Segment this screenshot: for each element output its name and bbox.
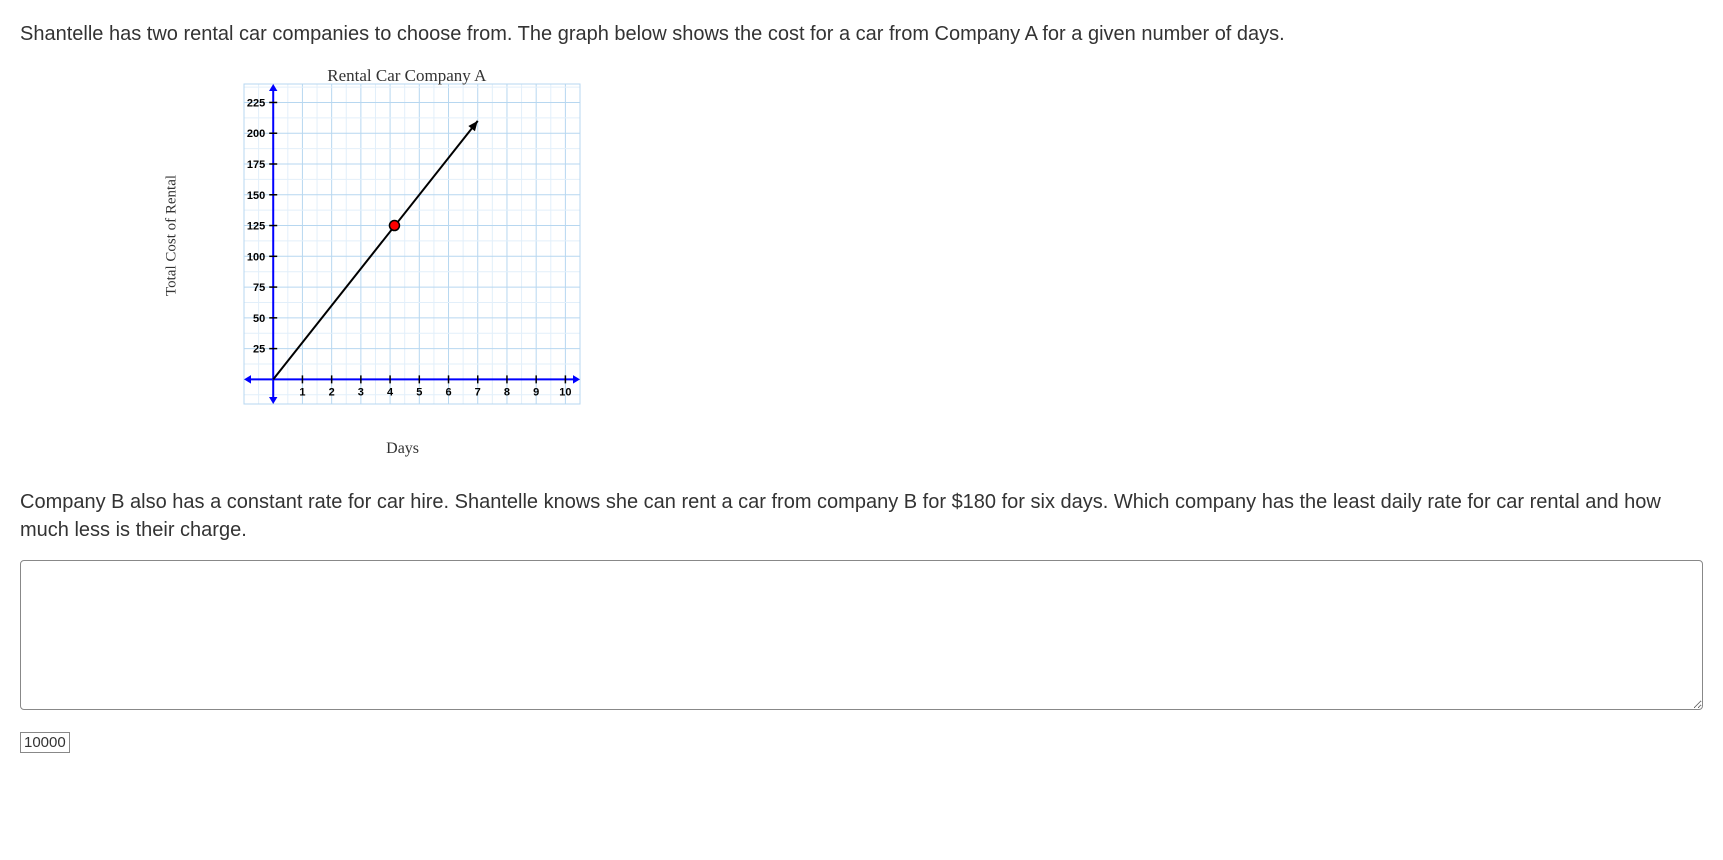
y-axis-label: Total Cost of Rental	[164, 175, 181, 296]
x-axis-label: Days	[386, 440, 419, 458]
svg-text:50: 50	[253, 313, 265, 325]
svg-text:1: 1	[299, 386, 305, 398]
svg-text:10: 10	[559, 386, 571, 398]
char-counter: 10000	[20, 732, 70, 753]
svg-text:150: 150	[247, 190, 265, 202]
svg-text:5: 5	[416, 386, 422, 398]
svg-text:6: 6	[445, 386, 451, 398]
svg-text:4: 4	[387, 386, 394, 398]
svg-text:75: 75	[253, 282, 265, 294]
svg-text:7: 7	[475, 386, 481, 398]
svg-text:9: 9	[533, 386, 539, 398]
svg-text:3: 3	[358, 386, 364, 398]
line-chart: 1 2 3 4 5 6 7 8 9 10 25 50 75 100 125 150 175 200 225	[180, 64, 600, 434]
svg-text:2: 2	[329, 386, 335, 398]
svg-text:125: 125	[247, 221, 265, 233]
svg-text:8: 8	[504, 386, 510, 398]
svg-text:225: 225	[247, 97, 265, 109]
svg-text:25: 25	[253, 344, 265, 356]
question-paragraph-1: Shantelle has two rental car companies t…	[20, 20, 1703, 48]
answer-input[interactable]	[20, 560, 1703, 710]
svg-text:100: 100	[247, 251, 265, 263]
svg-text:175: 175	[247, 159, 265, 171]
chart-title: Rental Car Company A	[327, 66, 486, 86]
chart-container: Rental Car Company A Total Cost of Renta…	[180, 64, 1703, 464]
svg-text:200: 200	[247, 128, 265, 140]
question-paragraph-2: Company B also has a constant rate for c…	[20, 488, 1703, 544]
